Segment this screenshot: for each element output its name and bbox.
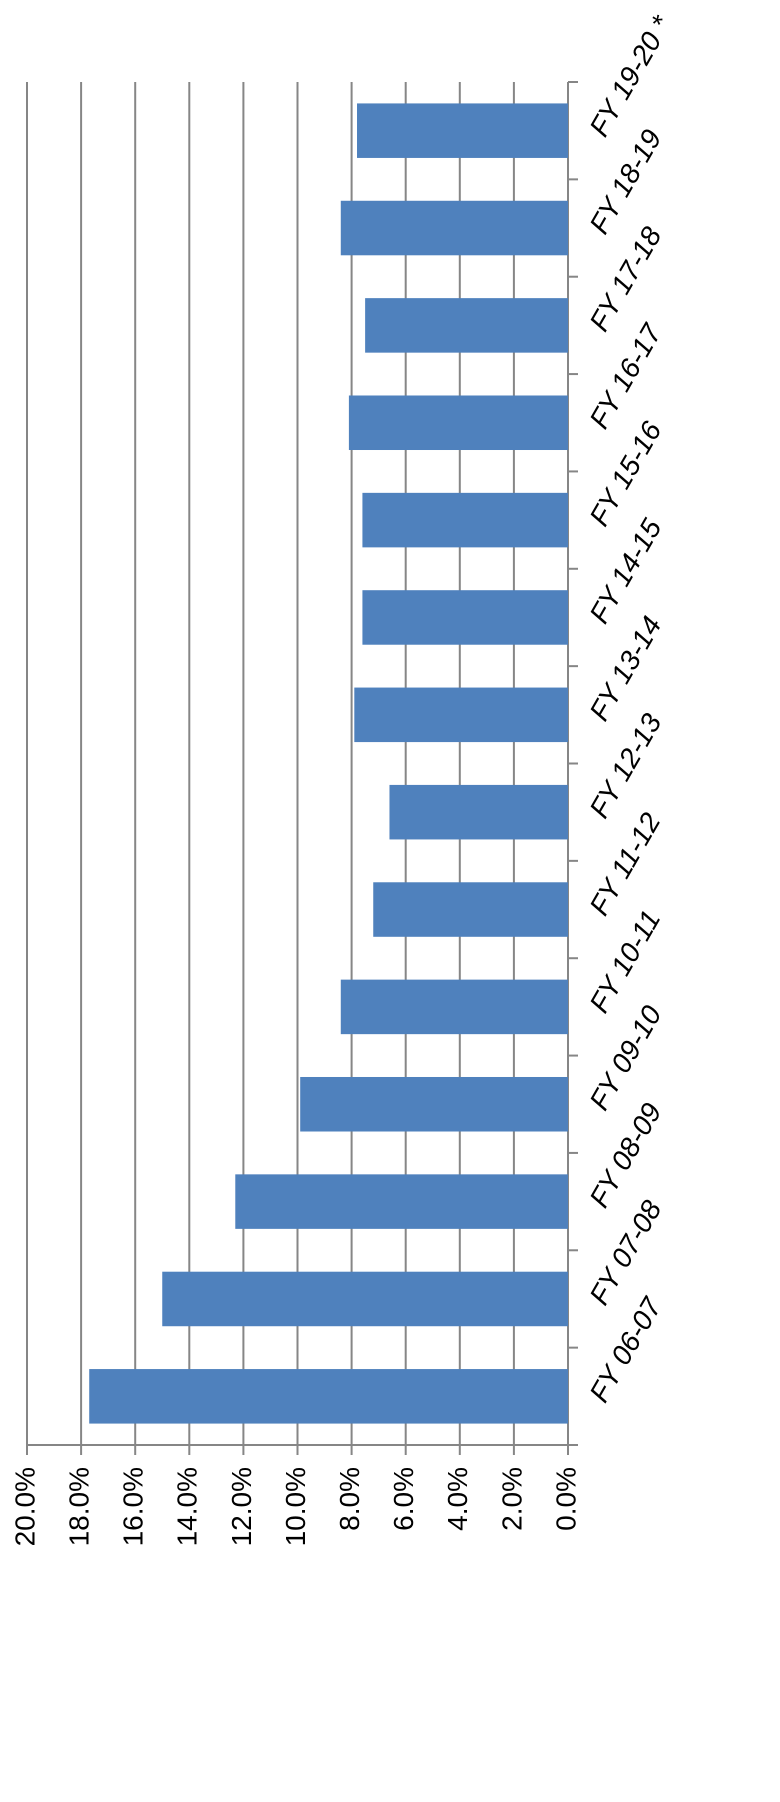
y-tick-label: 16.0%	[118, 1467, 149, 1546]
x-tick-label: FY 11-12	[583, 807, 666, 920]
bar	[362, 492, 568, 548]
bar	[389, 784, 568, 840]
x-tick-label: FY 18-19	[583, 124, 667, 239]
x-tick-label: FY 14-15	[583, 513, 667, 628]
bar	[362, 590, 568, 645]
x-tick-label: FY 07-08	[583, 1195, 667, 1310]
y-tick-label: 6.0%	[388, 1467, 419, 1531]
y-tick-label: 14.0%	[172, 1467, 203, 1546]
y-tick-label: 20.0%	[9, 1467, 40, 1546]
bar	[300, 1076, 568, 1132]
x-tick-label: FY 19-20 *	[583, 10, 677, 142]
bar	[373, 882, 568, 937]
y-tick-label: 2.0%	[496, 1467, 527, 1531]
bar	[89, 1369, 568, 1424]
x-tick-label: FY 06-07	[583, 1291, 668, 1407]
y-tick-label: 18.0%	[63, 1467, 94, 1546]
x-tick-label: FY 10-11	[583, 905, 666, 1018]
x-tick-label: FY 09-10	[583, 1000, 667, 1115]
x-tick-label: FY 08-09	[583, 1098, 667, 1213]
bar	[235, 1174, 568, 1229]
x-tick-label: FY 13-14	[583, 611, 667, 726]
y-tick-label: 0.0%	[550, 1467, 581, 1531]
x-tick-label: FY 15-16	[583, 416, 667, 531]
bar	[365, 298, 568, 353]
bar	[340, 200, 568, 256]
y-tick-label: 4.0%	[442, 1467, 473, 1531]
bar	[354, 687, 568, 743]
x-tick-label: FY 17-18	[583, 221, 667, 336]
y-tick-label: 12.0%	[226, 1467, 257, 1546]
y-tick-label: 10.0%	[280, 1467, 311, 1546]
bar	[162, 1271, 568, 1327]
bar	[348, 395, 568, 451]
bar	[357, 103, 568, 158]
y-tick-label: 8.0%	[334, 1467, 365, 1531]
x-tick-label: FY 12-13	[583, 708, 667, 823]
x-tick-label: FY 16-17	[583, 318, 668, 434]
bar	[340, 979, 568, 1035]
